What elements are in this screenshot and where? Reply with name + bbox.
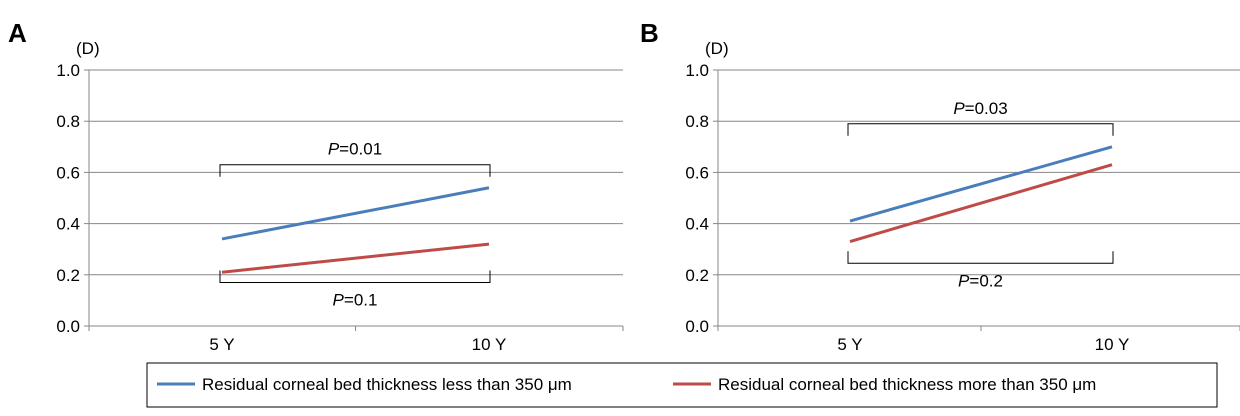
panel-a-pvalue-below: P=0.1 bbox=[333, 290, 378, 309]
legend-label-blue: Residual corneal bed thickness less than… bbox=[202, 375, 572, 394]
legend: Residual corneal bed thickness less than… bbox=[146, 362, 1218, 408]
panel-b-y-tick-label: 0.4 bbox=[685, 215, 709, 234]
panel-b-bracket-above bbox=[847, 123, 1114, 136]
panel-a-y-tick-label: 0.0 bbox=[56, 317, 80, 336]
panel-a-pvalue-above: P=0.01 bbox=[328, 140, 382, 159]
legend-label-red: Residual corneal bed thickness more than… bbox=[718, 375, 1096, 394]
panel-b-y-tick-label: 0.6 bbox=[685, 163, 709, 182]
panel-b-bracket-below bbox=[847, 251, 1114, 264]
panel-a-x-tick-label: 10 Y bbox=[472, 335, 507, 354]
panel-a-y-unit-label: (D) bbox=[76, 39, 100, 58]
panel-a-y-tick-label: 1.0 bbox=[56, 61, 80, 80]
panel-a-y-tick-label: 0.6 bbox=[56, 163, 80, 182]
panel-b-y-tick-label: 0.0 bbox=[685, 317, 709, 336]
panel-b-y-tick-label: 1.0 bbox=[685, 61, 709, 80]
panel-b-series-blue-line bbox=[849, 145, 1113, 223]
panel-a-bracket-above bbox=[219, 164, 491, 177]
panel-a-y-tick-label: 0.8 bbox=[56, 112, 80, 131]
panel-a-bracket-below bbox=[219, 270, 491, 283]
panel-b-x-tick-label: 10 Y bbox=[1095, 335, 1130, 354]
panel-b-letter: B bbox=[640, 18, 659, 48]
panel-b-y-unit-label: (D) bbox=[705, 39, 729, 58]
panel-a: A (D) 0.0 0.2 0.4 0.6 0.8 1.0 5 Y 10 Y P=0.01 P=0.1 bbox=[8, 18, 624, 354]
panel-a-series-red-line bbox=[221, 242, 490, 274]
panel-a-y-tick-label: 0.2 bbox=[56, 266, 80, 285]
panel-b-pvalue-above: P=0.03 bbox=[953, 99, 1007, 118]
panel-a-y-tick-label: 0.4 bbox=[56, 215, 80, 234]
panel-b-y-tick-label: 0.2 bbox=[685, 266, 709, 285]
panel-a-letter: A bbox=[8, 18, 27, 48]
panel-a-series-blue-line bbox=[221, 186, 490, 241]
panel-b-series-red-line bbox=[849, 163, 1113, 243]
panel-b-pvalue-below: P=0.2 bbox=[958, 271, 1003, 290]
panel-b: B (D) 0.0 0.2 0.4 0.6 0.8 1.0 5 Y 10 Y P=0.03 P=0.2 bbox=[640, 18, 1240, 354]
panel-b-y-tick-label: 0.8 bbox=[685, 112, 709, 131]
panel-a-x-tick-label: 5 Y bbox=[209, 335, 234, 354]
panel-b-x-tick-label: 5 Y bbox=[837, 335, 862, 354]
